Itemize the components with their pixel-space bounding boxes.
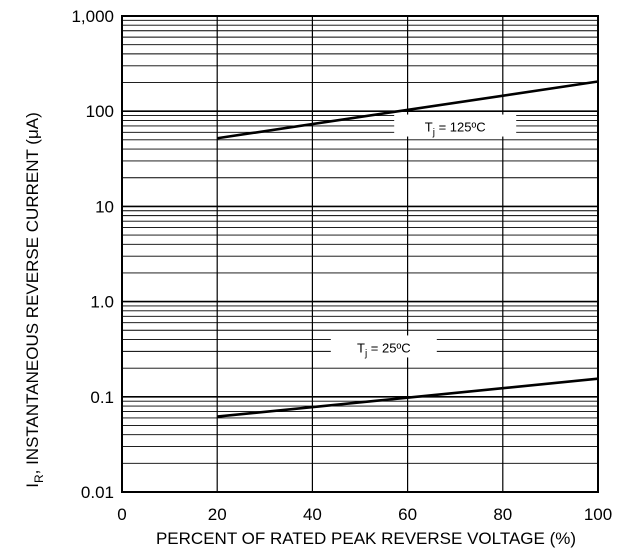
- series-label-1: Tj = 25ºC: [357, 340, 411, 359]
- y-tick-label: 100: [86, 102, 114, 121]
- series-label-sub: j: [432, 128, 435, 139]
- x-tick-label: 0: [117, 505, 126, 524]
- grid: [121, 15, 599, 493]
- y-axis-title-rest: , INSTANTANEOUS REVERSE CURRENT (μA): [23, 112, 42, 474]
- y-tick-label: 10: [95, 197, 114, 216]
- y-axis-title-sub: R: [32, 474, 46, 483]
- x-tick-label: 20: [208, 505, 227, 524]
- series-label-sub: j: [364, 348, 367, 359]
- series-line-1: [217, 377, 599, 418]
- y-tick-labels: 0.01 0.1 1.0 10 100 1,000: [71, 7, 114, 502]
- plot-frame: [121, 15, 599, 493]
- y-axis-title: IR, INSTANTANEOUS REVERSE CURRENT (μA): [23, 112, 46, 488]
- y-tick-label: 0.1: [90, 388, 114, 407]
- series-label-main: T: [357, 340, 365, 355]
- x-tick-label: 80: [493, 505, 512, 524]
- series-label-background: [330, 335, 437, 358]
- series-label-main: T: [425, 120, 433, 135]
- series-label-0: Tj = 125ºC: [425, 120, 486, 139]
- y-axis-title-main: I: [23, 483, 42, 488]
- series-label-rest: = 25ºC: [367, 340, 410, 355]
- y-tick-label: 1.0: [90, 293, 114, 312]
- x-tick-labels: 0 20 40 60 80 100: [117, 505, 612, 524]
- x-tick-label: 40: [303, 505, 322, 524]
- series-label-rest: = 125ºC: [435, 120, 486, 135]
- x-axis-title: PERCENT OF RATED PEAK REVERSE VOLTAGE (%…: [156, 529, 576, 548]
- series-lines: [217, 80, 599, 418]
- series-line-0: [217, 80, 599, 140]
- x-tick-label: 60: [398, 505, 417, 524]
- series-label-background: [394, 114, 517, 137]
- y-tick-label: 0.01: [81, 483, 114, 502]
- y-tick-label: 1,000: [71, 7, 114, 26]
- x-tick-label: 100: [584, 505, 612, 524]
